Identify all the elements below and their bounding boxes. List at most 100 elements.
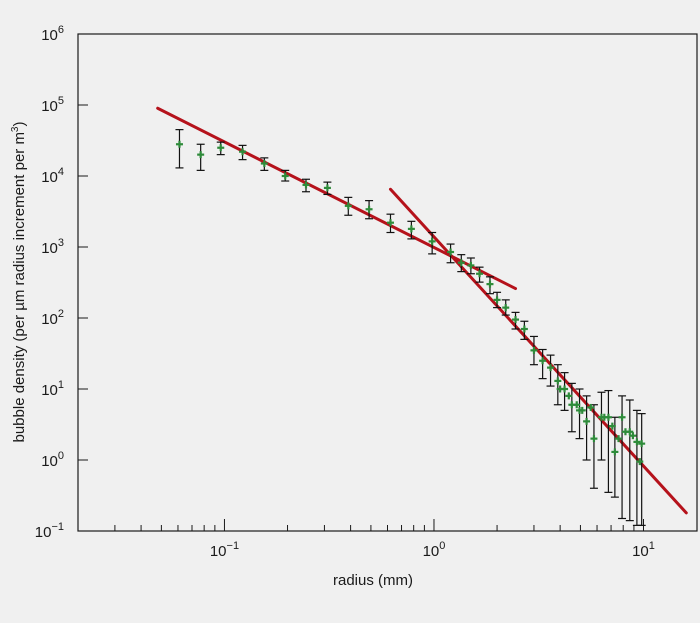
error-bar (637, 413, 646, 526)
data-point (636, 458, 644, 466)
data-point (583, 417, 591, 425)
data-points-group (175, 140, 646, 466)
y-axis-label: bubble density (per µm radius increment … (10, 121, 28, 442)
error-bar (582, 395, 591, 461)
data-point (457, 259, 465, 267)
data-point (175, 140, 183, 148)
x-tick-label: 100 (423, 540, 446, 560)
data-point (386, 219, 394, 227)
data-point (281, 172, 289, 180)
data-point (520, 325, 528, 333)
y-tick-label-exp: 0 (58, 450, 64, 462)
y-tick-label-exp: 6 (58, 24, 64, 36)
y-tick-label: 106 (41, 24, 64, 44)
data-point (197, 151, 205, 159)
y-tick-label-exp: −1 (51, 521, 64, 533)
y-tick-label: 102 (41, 308, 64, 328)
data-point (611, 448, 619, 456)
fit-line (156, 106, 518, 291)
data-point (493, 296, 501, 304)
y-tick-label: 105 (41, 95, 64, 115)
data-point (615, 435, 623, 443)
data-point (554, 377, 562, 385)
data-point (502, 304, 510, 312)
data-point (587, 403, 595, 411)
data-point (590, 435, 598, 443)
y-tick-label: 100 (41, 450, 64, 470)
data-point (476, 270, 484, 278)
x-tick-label: 10−1 (210, 540, 239, 560)
data-point (407, 225, 415, 233)
data-point (486, 280, 494, 288)
x-tick-label-base: 10 (210, 543, 227, 560)
error-bar (589, 404, 598, 489)
plot-frame (77, 33, 698, 532)
x-tick-label-exp: 0 (439, 540, 445, 552)
error-bar (604, 389, 613, 493)
data-point (447, 248, 455, 256)
y-tick-label: 104 (41, 166, 64, 186)
y-tick-label: 103 (41, 237, 64, 257)
x-axis-label: radius (mm) (333, 572, 413, 589)
data-point (467, 261, 475, 269)
data-point (573, 401, 581, 409)
y-tick-label: 101 (41, 379, 64, 399)
data-point (638, 440, 646, 448)
data-point (629, 432, 637, 440)
data-point (556, 385, 564, 393)
x-tick-label-base: 10 (423, 543, 440, 560)
data-point (260, 159, 268, 167)
axis-labels-group: radius (mm) bubble density (per µm radiu… (10, 121, 413, 589)
data-point (565, 392, 573, 400)
fit-lines-group (156, 106, 688, 515)
data-point (539, 357, 547, 365)
y-tick-label-base: 10 (41, 453, 58, 470)
y-axis-label-main: bubble density (per (11, 311, 28, 443)
y-tick-label-base: 10 (41, 98, 58, 115)
error-bar (175, 129, 184, 169)
data-point (512, 316, 520, 324)
y-axis-label-rest: radius increment per m (11, 132, 28, 290)
y-tick-label-base: 10 (41, 240, 58, 257)
y-tick-label-base: 10 (41, 169, 58, 186)
y-tick-label: 10−1 (35, 521, 64, 541)
data-point (578, 406, 586, 414)
y-tick-label-exp: 2 (58, 308, 64, 320)
y-tick-label-exp: 4 (58, 166, 64, 178)
x-tick-label-exp: −1 (227, 540, 240, 552)
y-axis-label-unit: µm (11, 290, 28, 311)
y-axis-label-close: ) (11, 121, 28, 126)
data-point (365, 205, 373, 213)
error-bar (625, 399, 634, 522)
error-bar (632, 409, 641, 526)
axes-group (77, 33, 698, 532)
y-tick-label-exp: 1 (58, 379, 64, 391)
data-point (608, 422, 616, 430)
data-point (344, 202, 352, 210)
x-tick-label-base: 10 (632, 543, 649, 560)
data-point (239, 148, 247, 156)
data-point (530, 346, 538, 354)
data-point (633, 438, 641, 446)
error-bars-group (175, 129, 646, 526)
data-point (621, 428, 629, 436)
y-tick-label-exp: 5 (58, 95, 64, 107)
y-tick-label-base: 10 (41, 27, 58, 44)
data-point (618, 413, 626, 421)
y-tick-label-exp: 3 (58, 237, 64, 249)
y-tick-label-base: 10 (41, 311, 58, 328)
y-tick-label-base: 10 (35, 524, 52, 541)
data-point (428, 237, 436, 245)
data-point (217, 144, 225, 152)
data-point (323, 184, 331, 192)
x-tick-label-exp: 1 (649, 540, 655, 552)
error-bar (610, 416, 619, 498)
y-tick-label-base: 10 (41, 382, 58, 399)
error-bar (553, 364, 562, 406)
y-axis-label-sup: 3 (10, 126, 21, 132)
error-bar (597, 391, 606, 461)
data-point (547, 364, 555, 372)
